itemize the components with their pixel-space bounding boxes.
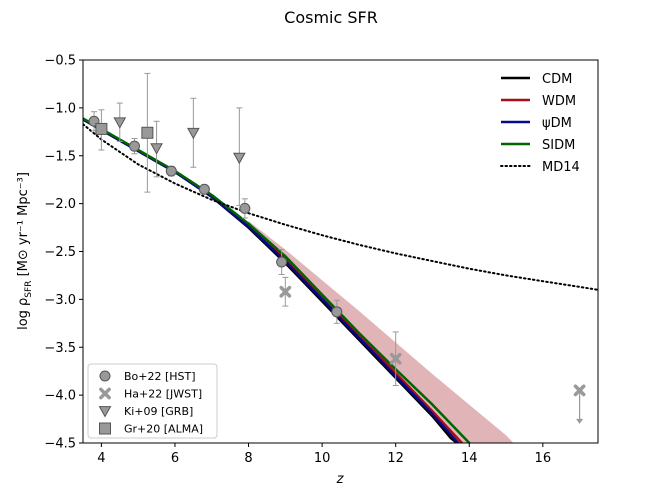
- obs-point-ki-09-grb-1: [150, 120, 163, 178]
- marker-triangle-down: [187, 127, 200, 140]
- obs-point-gr-20-alma-1: [141, 72, 154, 193]
- marker-x: [279, 285, 292, 298]
- legend-models: CDM WDM ψDM SIDM MD14: [500, 72, 580, 175]
- y-tick-label: −4.0: [44, 389, 76, 404]
- marker-triangle-down: [150, 143, 163, 155]
- obs-point-ha-22-jwst-2: [573, 384, 586, 424]
- x-tick-label: 14: [461, 451, 478, 466]
- obs-point-ki-09-grb-3: [232, 107, 246, 207]
- obs-point-bo-22-hst-1: [129, 138, 140, 155]
- marker-circle: [198, 183, 210, 195]
- x-tick-label: 6: [171, 451, 179, 466]
- obs-point-bo-22-hst-2: [165, 165, 177, 177]
- y-axis-label-sub: SFR: [24, 281, 34, 298]
- y-tick-label: −3.5: [44, 341, 76, 356]
- y-tick-label: −3.0: [44, 293, 76, 308]
- legend-label: MD14: [542, 160, 580, 175]
- x-axis-label: z: [336, 472, 345, 487]
- legend-obs-label: Ki+09 [GRB]: [124, 405, 193, 418]
- legend-marker-x: [99, 387, 111, 400]
- wdm-uncertainty-band-layer: [248, 220, 514, 443]
- x-tick-label: 10: [314, 451, 331, 466]
- chart-title: Cosmic SFR: [284, 8, 378, 27]
- y-tick-label: −1.5: [44, 149, 76, 164]
- x-tick-label: 4: [97, 451, 105, 466]
- obs-point-bo-22-hst-4: [239, 198, 251, 219]
- marker-circle: [276, 256, 288, 268]
- x-tick-label: 16: [535, 451, 552, 466]
- legend-marker-square: [99, 422, 111, 435]
- legend-label: WDM: [542, 94, 576, 109]
- legend-obs-label: Gr+20 [ALMA]: [124, 423, 203, 436]
- y-axis-label-unit: [M⊙ yr⁻¹ Mpc⁻³]: [16, 172, 31, 280]
- y-axis-label-main: log ρ: [16, 298, 31, 330]
- obs-point-ki-09-grb-2: [187, 97, 200, 168]
- marker-circle: [331, 306, 343, 318]
- marker-triangle-down: [113, 117, 127, 129]
- y-tick-label: −0.5: [44, 54, 76, 69]
- obs-point-ki-09-grb-0: [113, 102, 127, 142]
- marker-circle: [239, 202, 251, 214]
- legend-observations: Bo+22 [HST] Ha+22 [JWST] Ki+09 [GRB] Gr+20 …: [87, 363, 218, 439]
- marker-square: [95, 122, 108, 135]
- series-line-md14: [83, 123, 598, 291]
- legend-obs-label: Ha+22 [JWST]: [124, 388, 202, 401]
- legend-obs-label: Bo+22 [HST]: [124, 370, 196, 383]
- y-tick-label: −2.0: [44, 197, 76, 212]
- x-tick-label: 8: [244, 451, 252, 466]
- y-axis-label: log ρSFR [M⊙ yr⁻¹ Mpc⁻³]: [16, 172, 34, 330]
- y-tick-label: −2.5: [44, 245, 76, 260]
- y-axis-ticks: −0.5 −1.0 −1.5 −2.0 −2.5 −3.0 −3.5 −4.0 −4.5: [44, 54, 83, 452]
- legend-marker-triangle-down: [98, 406, 112, 418]
- upper-limit-arrowhead: [576, 418, 584, 424]
- obs-point-bo-22-hst-6: [331, 299, 343, 324]
- y-tick-label: −1.0: [44, 101, 76, 116]
- marker-circle: [165, 165, 177, 177]
- legend-marker-circle: [99, 370, 111, 382]
- wdm-uncertainty-band: [248, 220, 514, 443]
- obs-point-bo-22-hst-3: [198, 183, 210, 195]
- legend-label: ψDM: [542, 116, 572, 131]
- x-axis-ticks: 4 6 8 10 12 14 16: [97, 443, 551, 466]
- marker-circle: [129, 140, 140, 152]
- legend-box: [87, 363, 218, 439]
- obs-point-ha-22-jwst-1: [389, 331, 402, 387]
- marker-x: [389, 352, 402, 365]
- obs-point-ha-22-jwst-0: [279, 276, 292, 307]
- marker-triangle-down: [232, 152, 246, 165]
- legend-label: CDM: [542, 72, 572, 87]
- obs-point-bo-22-hst-5: [276, 249, 288, 275]
- observation-layer: [88, 72, 586, 424]
- marker-x: [573, 384, 586, 397]
- x-tick-label: 12: [387, 451, 404, 466]
- obs-point-gr-20-alma-0: [95, 109, 108, 151]
- y-tick-label: −4.5: [44, 437, 76, 452]
- marker-square: [141, 126, 154, 139]
- legend-label: SIDM: [542, 138, 575, 153]
